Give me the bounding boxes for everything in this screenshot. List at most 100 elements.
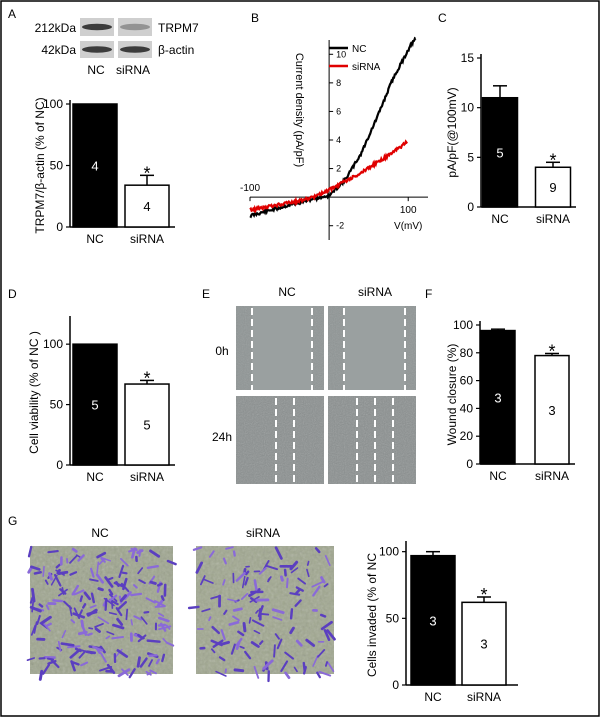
stained-cell bbox=[302, 661, 306, 672]
stained-cell bbox=[156, 582, 163, 587]
stained-cell bbox=[58, 588, 68, 597]
stained-cell bbox=[116, 649, 129, 658]
stained-cell bbox=[77, 630, 88, 636]
wound-image-nc-24h bbox=[236, 396, 324, 484]
stained-cell bbox=[146, 564, 159, 570]
bar-sirna bbox=[124, 383, 170, 466]
stained-cell bbox=[316, 671, 322, 679]
bar-nc bbox=[481, 96, 519, 208]
bar-sirna bbox=[124, 184, 170, 228]
stained-cell bbox=[317, 649, 326, 658]
stained-cell bbox=[104, 576, 114, 588]
panel-c-bar-chart: 0 5 10 15 pA/pF(@100mV) NC 5 siRNA 9 * bbox=[445, 51, 576, 226]
stained-cell bbox=[223, 609, 228, 615]
stained-cell bbox=[33, 621, 38, 634]
stained-cell bbox=[306, 560, 310, 566]
x-tick-label: NC bbox=[424, 690, 442, 704]
stained-cell bbox=[120, 557, 129, 567]
western-blot: 212kDa 42kDa TRPM7 β-actin NC siRNA bbox=[35, 18, 199, 77]
stained-cell bbox=[96, 551, 107, 559]
series-line-nc bbox=[249, 36, 417, 219]
stained-cell bbox=[235, 640, 241, 650]
x-tick-label: NC bbox=[86, 232, 104, 246]
blot-band bbox=[120, 46, 150, 53]
stained-cell bbox=[306, 568, 310, 578]
stained-cell bbox=[100, 556, 112, 562]
y-tick-label: 0 bbox=[392, 678, 399, 692]
stained-cell bbox=[139, 657, 148, 668]
significance-marker: * bbox=[480, 585, 487, 605]
stained-cell bbox=[45, 622, 52, 627]
stained-cell bbox=[222, 557, 227, 565]
stained-cell bbox=[201, 608, 211, 613]
x-tick-label: siRNA bbox=[130, 470, 164, 484]
bar-sirna bbox=[461, 601, 507, 686]
blot-lane-label-1: NC bbox=[87, 63, 105, 77]
stained-cell bbox=[33, 571, 42, 575]
stained-cell bbox=[187, 605, 200, 610]
stained-cell bbox=[143, 610, 150, 614]
y-tick-label: 8 bbox=[336, 78, 341, 88]
bar-n-label: 4 bbox=[91, 159, 98, 174]
stained-cell bbox=[80, 649, 93, 655]
stained-cell bbox=[40, 615, 52, 625]
stained-cell bbox=[30, 624, 37, 636]
significance-marker: * bbox=[549, 150, 556, 170]
series-line-sirna bbox=[249, 139, 408, 214]
stained-cell bbox=[71, 547, 78, 553]
stained-cell bbox=[55, 563, 61, 569]
wound-image-nc-0h bbox=[236, 306, 324, 390]
stained-cell bbox=[233, 668, 245, 673]
y-tick-label: 100 bbox=[43, 337, 63, 351]
stained-cell bbox=[272, 616, 283, 621]
stained-cell bbox=[244, 650, 252, 660]
stained-cell bbox=[99, 645, 106, 654]
stained-cell bbox=[61, 629, 67, 639]
stained-cell bbox=[94, 627, 101, 633]
stained-cell bbox=[312, 654, 319, 667]
stained-cell bbox=[104, 597, 108, 611]
bar-n-label: 5 bbox=[91, 398, 98, 413]
stained-cell bbox=[161, 653, 166, 663]
stained-cell bbox=[295, 586, 304, 592]
y-tick-label: 50 bbox=[50, 159, 64, 173]
stained-cell bbox=[166, 559, 177, 566]
stained-cell bbox=[146, 639, 161, 643]
y-tick-label: 0 bbox=[56, 220, 63, 234]
stained-cell bbox=[160, 595, 165, 602]
y-axis-label: Current density (pA/pF) bbox=[293, 53, 305, 167]
stained-cell bbox=[208, 550, 215, 558]
x-tick-label: siRNA bbox=[130, 232, 164, 246]
stained-cell bbox=[157, 612, 165, 617]
blot-kda-label-1: 212kDa bbox=[35, 21, 77, 35]
blot-protein-label-2: β-actin bbox=[158, 43, 194, 57]
stained-cell bbox=[86, 608, 98, 617]
stained-cell bbox=[232, 607, 243, 612]
y-tick-label: 0 bbox=[466, 457, 473, 471]
blot-band bbox=[82, 23, 112, 31]
y-tick-label: 100 bbox=[379, 545, 399, 559]
x-axis-label: V(mV) bbox=[394, 221, 422, 232]
stained-cell bbox=[57, 640, 62, 652]
stained-cell bbox=[215, 670, 227, 677]
stained-cell bbox=[241, 575, 246, 589]
blot-kda-label-2: 42kDa bbox=[41, 43, 76, 57]
stained-cell bbox=[31, 587, 36, 603]
y-tick-label: 0 bbox=[467, 200, 474, 214]
stained-cell bbox=[137, 567, 144, 575]
stained-cell bbox=[253, 629, 261, 635]
stained-cell bbox=[43, 622, 51, 632]
stained-cell bbox=[137, 634, 147, 643]
y-axis-label: Cells invaded (% of NC bbox=[365, 553, 379, 677]
stained-cell bbox=[56, 568, 61, 575]
stained-cell bbox=[249, 596, 260, 603]
stained-cell bbox=[75, 554, 81, 558]
stained-cell bbox=[262, 659, 274, 670]
stained-cell bbox=[320, 620, 333, 631]
stained-cell bbox=[235, 571, 246, 582]
stained-cell bbox=[70, 618, 76, 624]
stained-cell bbox=[267, 577, 271, 583]
stained-cell bbox=[131, 547, 137, 559]
stained-cell bbox=[218, 656, 226, 662]
